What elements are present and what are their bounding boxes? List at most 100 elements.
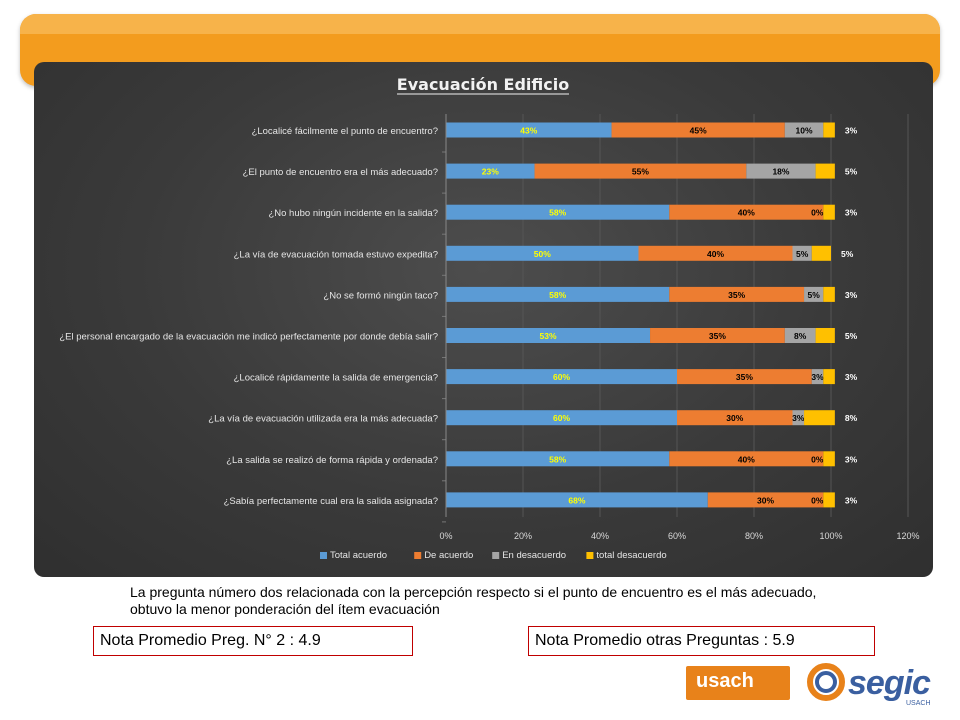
category-label: ¿Sabía perfectamente cual era la salida … <box>224 496 438 507</box>
legend-swatch <box>492 552 500 559</box>
bar-segment <box>611 122 785 138</box>
data-label: 8% <box>794 331 807 341</box>
category-label: ¿Localicé rápidamente la salida de emerg… <box>234 373 438 384</box>
data-label: 58% <box>549 454 566 464</box>
x-tick-label: 80% <box>745 531 763 541</box>
x-tick-label: 60% <box>668 531 686 541</box>
bar-segment <box>707 492 824 508</box>
x-tick-label: 20% <box>514 531 532 541</box>
legend-label: total desacuerdo <box>596 550 666 561</box>
chart-panel: Evacuación Edificio 0% 20% 40% 60% 80% 100% 120… <box>34 62 933 577</box>
caption-text: La pregunta número dos relacionada con l… <box>130 584 817 617</box>
data-label: 55% <box>632 167 649 177</box>
data-label: 5% <box>841 249 854 259</box>
category-label: ¿El personal encargado de la evacuación … <box>59 332 438 343</box>
usach-logo: usach <box>686 666 790 700</box>
note-question-2: Nota Promedio Preg. N° 2 : 4.9 <box>93 626 413 656</box>
data-label: 0% <box>811 208 824 218</box>
data-label: 3% <box>792 413 805 423</box>
data-label: 68% <box>568 495 585 505</box>
bar-segment <box>677 410 793 426</box>
segic-logo-icon <box>807 663 845 701</box>
bar-segment <box>823 286 835 302</box>
data-label: 10% <box>796 126 813 136</box>
bar-segment <box>815 328 835 343</box>
bar-segment <box>446 245 639 261</box>
bar-segment <box>804 286 824 302</box>
bar-segment <box>534 163 747 179</box>
x-tick-label: 0% <box>439 531 452 541</box>
bar-segment <box>784 122 824 138</box>
data-label: 3% <box>845 495 858 505</box>
data-label: 53% <box>540 331 557 341</box>
bar-segment <box>792 410 805 426</box>
data-label: 30% <box>726 413 743 423</box>
bar-segment <box>815 163 835 179</box>
bar-segment <box>446 204 670 220</box>
bar-segment <box>638 245 793 261</box>
bar-segment <box>446 369 677 385</box>
category-label: ¿El punto de encuentro era el más adecua… <box>243 167 438 178</box>
bar-segment <box>823 122 835 138</box>
data-label: 58% <box>549 208 566 218</box>
bar-segment <box>804 410 835 426</box>
data-label: 3% <box>845 290 858 300</box>
bar-segment <box>669 286 805 302</box>
data-label: 35% <box>709 331 726 341</box>
bar-segment <box>784 328 816 343</box>
bar-segment <box>446 328 651 343</box>
data-label: 60% <box>553 413 570 423</box>
data-label: 3% <box>845 208 858 218</box>
data-label: 5% <box>845 331 858 341</box>
data-label: 3% <box>845 372 858 382</box>
category-label: ¿No hubo ningún incidente en la salida? <box>268 208 438 219</box>
category-label: ¿Localicé fácilmente el punto de encuent… <box>252 126 438 137</box>
data-label: 43% <box>520 126 537 136</box>
data-label: 3% <box>811 372 824 382</box>
category-label: ¿La salida se realizó de forma rápida y … <box>226 455 438 466</box>
data-label: 58% <box>549 290 566 300</box>
stacked-bar-chart: Evacuación Edificio 0% 20% 40% 60% 80% 100% 120… <box>59 75 919 561</box>
category-label: ¿La vía de evacuación utilizada era la m… <box>208 414 438 425</box>
data-label: 5% <box>808 290 821 300</box>
bar-segment <box>677 369 812 385</box>
legend-swatch <box>586 552 594 559</box>
data-label: 8% <box>845 413 858 423</box>
bar-segment <box>669 451 824 467</box>
bar-segment <box>446 492 708 508</box>
legend-swatch <box>414 552 422 559</box>
category-label: ¿La vía de evacuación tomada estuvo expe… <box>234 249 438 260</box>
data-label: 35% <box>728 290 745 300</box>
data-label: 40% <box>707 249 724 259</box>
bar-segment <box>823 492 835 508</box>
legend-label: En desacuerdo <box>502 550 566 561</box>
data-label: 50% <box>534 249 551 259</box>
bar-segment <box>811 245 831 261</box>
segic-logo-text: segic <box>848 664 931 702</box>
category-label: ¿No se formó ningún taco? <box>323 290 438 301</box>
x-tick-label: 120% <box>896 531 919 541</box>
bar-segment <box>811 369 824 385</box>
data-label: 45% <box>690 126 707 136</box>
data-label: 0% <box>811 495 824 505</box>
segic-logo-subtext: USACH <box>906 700 931 707</box>
data-label: 35% <box>736 372 753 382</box>
data-label: 40% <box>738 454 755 464</box>
bar-segment <box>792 245 812 261</box>
bar-segment <box>823 204 835 220</box>
note-other-questions: Nota Promedio otras Preguntas : 5.9 <box>528 626 875 656</box>
data-label: 5% <box>845 167 858 177</box>
x-tick-label: 100% <box>819 531 842 541</box>
legend-swatch <box>320 552 327 559</box>
data-label: 60% <box>553 372 570 382</box>
legend-label: Total acuerdo <box>330 550 387 561</box>
x-tick-label: 40% <box>591 531 609 541</box>
data-label: 30% <box>757 495 774 505</box>
bar-segment <box>446 451 670 467</box>
data-label: 3% <box>845 126 858 136</box>
bar-segment <box>650 328 785 343</box>
data-label: 23% <box>482 167 499 177</box>
bar-segment <box>446 410 677 426</box>
data-label: 3% <box>845 454 858 464</box>
bar-segment <box>823 369 835 385</box>
